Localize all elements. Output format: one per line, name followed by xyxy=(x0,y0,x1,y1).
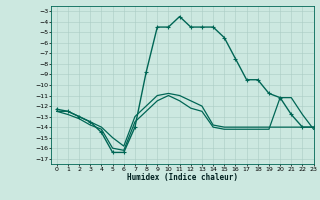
X-axis label: Humidex (Indice chaleur): Humidex (Indice chaleur) xyxy=(127,173,238,182)
